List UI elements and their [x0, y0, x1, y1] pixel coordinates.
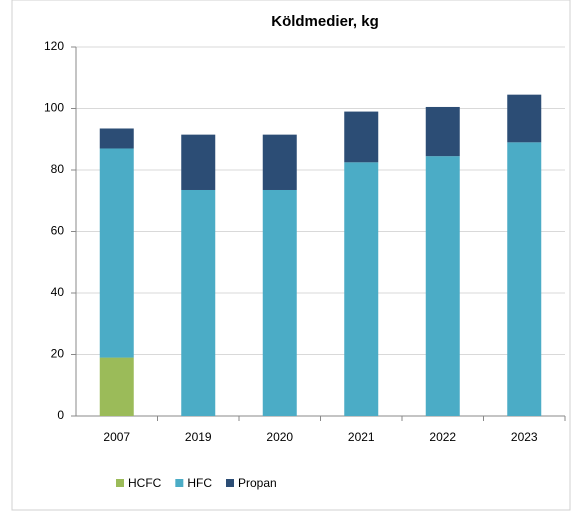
bar-segment — [99, 128, 134, 149]
bar-segment — [262, 189, 297, 416]
bar-segment — [99, 357, 134, 416]
y-tick-label: 0 — [57, 408, 64, 422]
legend-swatch — [226, 479, 234, 487]
x-tick-label: 2019 — [185, 430, 212, 444]
bar-segment — [262, 134, 297, 190]
y-tick-label: 100 — [44, 101, 64, 115]
x-tick-label: 2007 — [103, 430, 130, 444]
y-tick-label: 120 — [44, 39, 64, 53]
x-tick-label: 2021 — [348, 430, 375, 444]
bar-segment — [344, 111, 379, 163]
y-tick-label: 40 — [51, 285, 65, 299]
legend-swatch — [116, 479, 124, 487]
legend-label: Propan — [238, 476, 277, 490]
bar-segment — [425, 106, 460, 157]
bar-segment — [181, 189, 216, 416]
bar-segment — [425, 156, 460, 416]
legend-swatch — [175, 479, 184, 487]
chart-title: Köldmedier, kg — [271, 13, 379, 30]
y-tick-label: 20 — [51, 347, 65, 361]
y-tick-label: 80 — [51, 162, 65, 176]
bar-segment — [344, 162, 379, 416]
legend-label: HFC — [187, 476, 212, 490]
bar-segment — [181, 134, 216, 190]
bar-segment — [507, 94, 542, 143]
x-tick-label: 2020 — [266, 430, 293, 444]
bar-segment — [99, 148, 134, 358]
bar-segment — [507, 142, 542, 416]
x-tick-label: 2022 — [429, 430, 456, 444]
y-tick-label: 60 — [51, 224, 65, 238]
legend-label: HCFC — [128, 476, 162, 490]
x-tick-label: 2023 — [511, 430, 538, 444]
